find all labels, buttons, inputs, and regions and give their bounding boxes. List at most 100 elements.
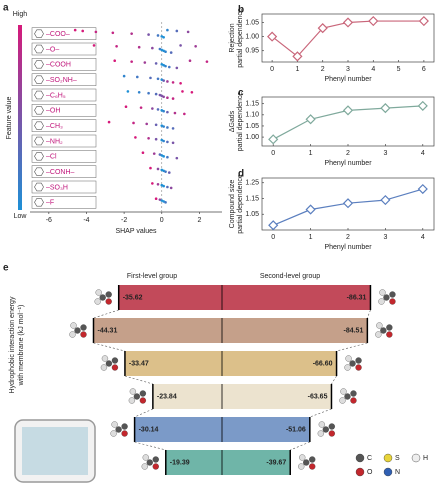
y-axis-title: Compound size xyxy=(229,180,236,229)
shap-dot xyxy=(166,140,169,144)
marker xyxy=(418,15,429,27)
y-axis-title: partial dependence xyxy=(237,8,244,68)
shap-dot xyxy=(166,28,169,32)
connector xyxy=(124,375,153,385)
shap-dot xyxy=(156,183,160,186)
shap-dot xyxy=(154,197,158,201)
shap-dot xyxy=(156,108,160,111)
molecule-atom xyxy=(80,324,87,331)
shap-dot xyxy=(111,31,115,35)
molecule-atom xyxy=(322,426,329,433)
bar-left xyxy=(124,351,222,376)
x-tick-label: 4 xyxy=(371,66,375,73)
molecule-atom xyxy=(74,327,81,334)
shap-dot xyxy=(171,141,175,145)
shap-dot xyxy=(139,106,143,109)
bar-left xyxy=(118,285,222,310)
shap-dot xyxy=(145,122,149,126)
x-tick-label: 0 xyxy=(270,66,274,73)
marker xyxy=(317,23,328,34)
colorbar-high: High xyxy=(13,11,28,18)
panel-label: b xyxy=(238,5,244,16)
marker xyxy=(268,134,279,145)
x-tick-label: 2 xyxy=(346,234,350,241)
y-tick-label: 1.15 xyxy=(245,101,259,108)
shap-dot xyxy=(169,51,173,54)
shap-dot xyxy=(166,155,169,159)
shap-dot xyxy=(179,81,182,85)
shap-dot xyxy=(169,186,173,190)
marker xyxy=(305,204,316,215)
value-label: -66.60 xyxy=(313,360,333,367)
marker xyxy=(417,183,428,195)
molecule-atom xyxy=(339,397,346,404)
marker xyxy=(342,17,354,28)
marker xyxy=(342,198,354,209)
feature-box xyxy=(31,165,97,178)
shap-dot xyxy=(122,74,126,78)
molecule-atom xyxy=(139,390,147,397)
feature-label: –SO₂NH– xyxy=(46,77,77,84)
shap-dot xyxy=(147,33,150,36)
molecule-atom xyxy=(101,355,109,362)
value-label: -86.31 xyxy=(347,294,367,301)
bar-right xyxy=(222,351,337,376)
molecule-atom xyxy=(142,454,149,461)
shap-dot xyxy=(171,97,175,100)
molecule-atom xyxy=(379,289,386,296)
shap-dot xyxy=(164,170,167,173)
feature-label: –CONH– xyxy=(46,169,75,176)
bar-left xyxy=(134,417,222,442)
marker xyxy=(368,15,379,27)
shap-dot xyxy=(186,30,190,34)
shap-dot xyxy=(166,80,169,83)
shap-dot xyxy=(162,79,165,82)
value-label: -51.06 xyxy=(286,426,306,433)
shap-dot xyxy=(166,96,169,99)
shap-dot xyxy=(152,152,156,155)
shap-dot xyxy=(190,91,194,94)
marker xyxy=(292,51,303,62)
legend-label: H xyxy=(423,455,428,462)
connector xyxy=(290,441,310,451)
molecule-atom xyxy=(328,430,335,437)
feature-label: –C₆H₅ xyxy=(46,92,66,99)
molecule-atom xyxy=(105,360,113,367)
bar-left xyxy=(152,384,222,409)
molecule-atom xyxy=(355,364,362,371)
molecule-atom xyxy=(95,289,102,296)
marker xyxy=(380,194,391,206)
shap-dot xyxy=(164,64,167,68)
connector xyxy=(336,342,368,352)
shap-dot xyxy=(154,123,158,127)
x-tick-label: 0 xyxy=(271,150,275,157)
y-axis-title: with membrane (kJ mol⁻¹) xyxy=(18,305,25,387)
molecule-atom xyxy=(111,421,118,428)
shap-dot xyxy=(126,90,130,93)
shap-dot xyxy=(92,44,96,47)
molecule-atom xyxy=(94,298,101,305)
molecule-atom xyxy=(318,421,325,428)
feature-label: –NH₂ xyxy=(46,138,63,145)
shap-dot xyxy=(135,75,139,79)
molecule-atom xyxy=(121,430,128,437)
shap-dot xyxy=(162,109,165,113)
shap-dot xyxy=(149,76,152,80)
colorbar-title: Feature value xyxy=(6,96,13,139)
shap-dot xyxy=(162,184,165,188)
y-tick-label: 1.10 xyxy=(245,112,259,119)
connector xyxy=(134,441,166,451)
shap-dot xyxy=(162,35,165,39)
legend-swatch xyxy=(411,453,421,463)
benzene-icon xyxy=(34,75,44,84)
feature-box xyxy=(31,180,97,194)
shap-dot xyxy=(81,29,85,33)
molecule-atom xyxy=(299,454,306,461)
x-axis-title: Phenyl number xyxy=(324,244,372,251)
molecule-atom xyxy=(111,357,119,364)
molecule-atom xyxy=(389,298,396,305)
benzene-icon xyxy=(34,60,44,69)
x-tick-label: 2 xyxy=(197,217,201,224)
legend-label: C xyxy=(367,455,372,462)
bar-left xyxy=(93,318,222,343)
